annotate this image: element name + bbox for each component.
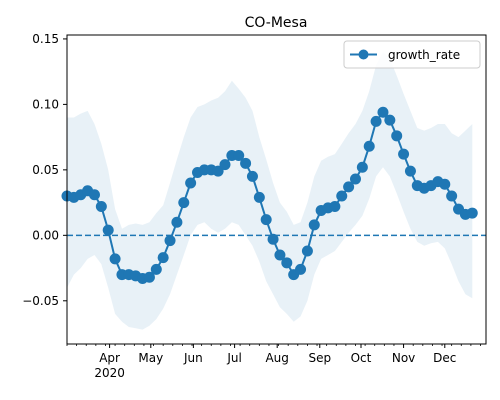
x-tick-label: Sep [308,351,331,365]
data-point-30 [267,233,279,245]
x-tick-sublabel: 2020 [94,366,125,380]
data-point-6 [102,224,114,236]
legend-box [343,40,481,69]
plot-frame [66,34,487,345]
x-tick-label: Oct [351,351,372,365]
data-point-59 [466,207,478,219]
data-point-45 [370,115,382,127]
data-point-4 [88,189,100,201]
legend-entry-growth-rate: growth_rate [388,48,460,62]
y-tick-label: 0.05 [32,163,59,177]
y-tick-label: 0.15 [32,32,59,46]
y-axis: −0.05 0.00 0.05 0.10 0.15 [22,32,67,308]
y-tick-label: −0.05 [22,294,59,308]
data-point-44 [363,140,375,152]
x-tick-label: Jul [226,351,241,365]
plot-area [61,34,487,345]
confidence-band [67,52,473,330]
data-point-5 [95,201,107,213]
chart-title: CO-Mesa [245,15,308,31]
data-point-28 [253,191,265,203]
data-point-14 [157,252,169,264]
data-point-15 [164,235,176,247]
data-point-34 [295,263,307,275]
data-point-36 [308,219,320,231]
data-point-18 [185,177,197,189]
x-tick-label: Jun [183,351,203,365]
data-point-26 [240,157,252,169]
legend: growth_rate [343,40,481,69]
data-point-43 [356,161,368,173]
growth-rate-markers [61,106,478,285]
data-point-27 [246,170,258,182]
data-point-23 [219,159,231,171]
x-tick-label: Aug [265,351,288,365]
data-point-55 [439,178,451,190]
data-point-47 [384,114,396,126]
data-point-31 [274,249,286,261]
y-tick-label: 0.10 [32,97,59,111]
data-point-7 [109,253,121,265]
data-point-29 [260,214,272,226]
data-point-12 [143,271,155,283]
legend-marker-swatch [358,49,369,60]
data-point-32 [281,257,293,269]
data-point-25 [233,149,245,161]
data-point-46 [377,106,389,118]
data-point-17 [178,197,190,209]
data-point-41 [343,181,355,193]
data-point-49 [398,148,410,160]
data-point-50 [404,165,416,177]
y-tick-label: 0.00 [32,228,59,242]
x-tick-label: Apr [99,351,120,365]
data-point-35 [301,245,313,257]
data-point-42 [349,173,361,185]
data-point-39 [329,201,341,213]
data-point-40 [336,190,348,202]
x-tick-label: May [138,351,163,365]
data-point-48 [391,130,403,142]
data-point-16 [171,216,183,228]
data-point-22 [212,165,224,177]
data-point-13 [150,263,162,275]
data-point-56 [446,190,458,202]
x-tick-label: Nov [392,351,415,365]
x-tick-label: Dec [433,351,456,365]
